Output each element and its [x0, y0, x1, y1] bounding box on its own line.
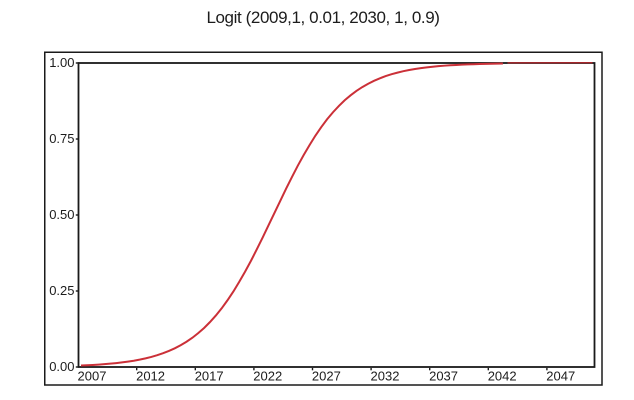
svg-text:2042: 2042	[488, 369, 517, 384]
svg-text:Logit (2009,1, 0.01, 2030, 1,: Logit (2009,1, 0.01, 2030, 1, 0.9)	[206, 8, 439, 27]
svg-text:0.50: 0.50	[49, 207, 74, 222]
svg-text:2017: 2017	[195, 369, 224, 384]
svg-text:2032: 2032	[371, 369, 400, 384]
svg-text:0.25: 0.25	[49, 283, 74, 298]
svg-text:0.75: 0.75	[49, 131, 74, 146]
svg-text:0.00: 0.00	[49, 359, 74, 374]
svg-text:2012: 2012	[136, 369, 165, 384]
svg-text:2022: 2022	[253, 369, 282, 384]
svg-text:2007: 2007	[78, 369, 107, 384]
svg-text:2037: 2037	[429, 369, 458, 384]
svg-text:1.00: 1.00	[49, 55, 74, 70]
svg-text:2027: 2027	[312, 369, 341, 384]
svg-text:2047: 2047	[546, 369, 575, 384]
